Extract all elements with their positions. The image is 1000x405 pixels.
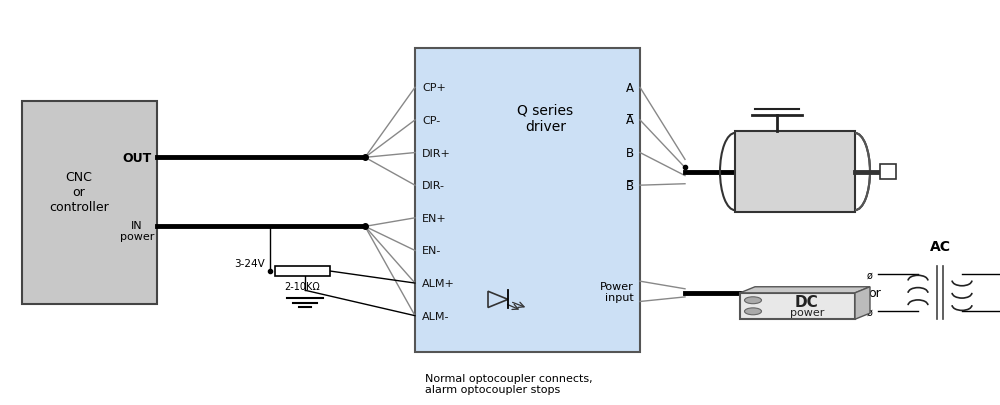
Text: A: A [626,81,634,95]
Circle shape [744,308,762,315]
Text: CP+: CP+ [422,83,446,93]
Text: B: B [626,147,634,160]
Text: B̅: B̅ [626,179,634,192]
Bar [415,49,640,352]
Text: CNC
or
controller: CNC or controller [49,171,109,214]
Circle shape [744,297,762,304]
Text: OUT: OUT [122,151,151,164]
Text: 2-10KΩ: 2-10KΩ [285,282,320,292]
Text: DIR+: DIR+ [422,148,451,158]
Polygon shape [855,287,870,320]
Text: DC: DC [795,294,819,309]
Text: A̅: A̅ [626,114,634,127]
Bar [735,132,855,213]
Text: EN-: EN- [422,246,441,256]
Text: ø: ø [867,307,873,317]
Text: ALM-: ALM- [422,311,450,321]
Text: power: power [790,307,824,317]
Text: Normal optocoupler connects,
alarm optocoupler stops: Normal optocoupler connects, alarm optoc… [425,373,593,394]
Text: ø: ø [867,270,873,280]
Bar [880,165,896,179]
Text: IN
power: IN power [120,220,154,242]
Bar [275,266,330,276]
Polygon shape [740,287,870,293]
Text: 3-24V: 3-24V [234,258,265,268]
Bar [740,293,855,320]
Text: Q series
driver: Q series driver [517,103,574,134]
Text: AC: AC [930,240,950,254]
Text: Power
input: Power input [600,281,634,303]
Text: CP-: CP- [422,116,440,126]
Bar [22,101,157,304]
Text: DIR-: DIR- [422,181,445,191]
Text: or: or [869,287,881,300]
Text: EN+: EN+ [422,213,447,223]
Text: ALM+: ALM+ [422,278,455,288]
